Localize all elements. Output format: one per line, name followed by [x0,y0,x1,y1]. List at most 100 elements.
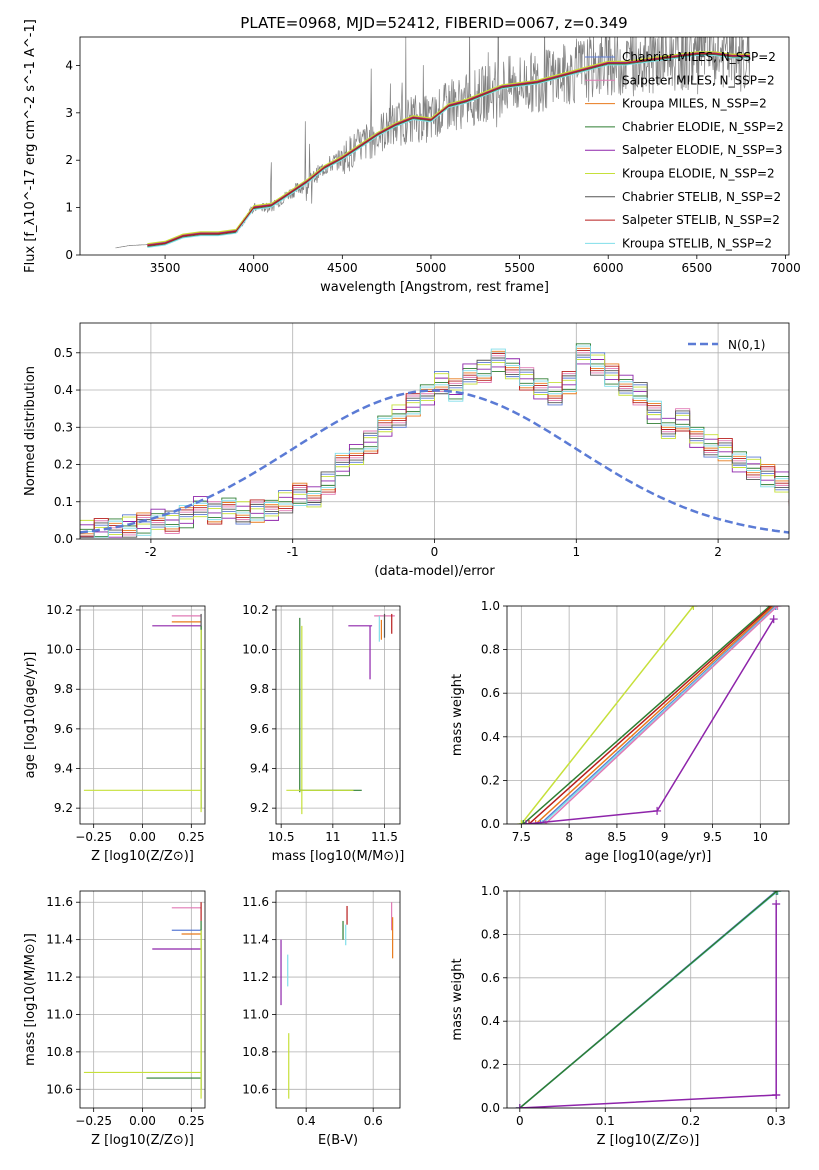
weight-marker-5-1 [772,606,781,610]
weight-marker-7-0 [522,820,531,824]
panels-group: 3500 4000 4500 5000 5500 6000 6500 7000 0 1 2 3 4 wav… [23,19,801,1148]
x-tick-label: 8.5 [607,830,626,844]
weight-marker-3-0 [531,820,540,824]
legend-entry-1: Salpeter MILES, N_SSP=2 [622,73,775,87]
x-axis-label: (data-model)/error [374,564,495,579]
legend-entry-4: Salpeter ELODIE, N_SSP=3 [622,143,783,157]
weight-line-0 [520,606,694,824]
x-tick-label: 0.4 [297,1114,316,1128]
y-tick-label: 11.2 [46,970,73,984]
legend-entry-0: Chabrier MILES, N_SSP=2 [622,50,776,64]
model-line-7 [147,53,750,246]
panel-residuals: -2 -1 0 1 2 0.0 0.1 0.2 0.3 0.4 0.5 (data-model)/er… [23,322,790,579]
y-axis-label: age [log10(age/yr)] [23,652,38,779]
plot-area-age-vs-Z [83,613,202,813]
x-tick-label: 11.5 [371,830,398,844]
y-tick-label: 0.2 [481,1058,500,1072]
hist-step-4 [80,358,789,539]
gaussian-reference [80,389,789,534]
legend-entry-8: Kroupa STELIB, N_SSP=2 [622,236,772,250]
plot-area-massweight-vs-Z [515,891,782,1108]
panel-mass-vs-Z: −0.25 0.00 0.25 10.6 10.8 11.0 11.2 11.4 11.6 Z [… [23,890,206,1148]
model-line-8 [147,55,750,248]
y-tick-label: 4 [65,58,73,72]
x-tick-label: 11 [325,830,340,844]
y-tick-label: 0 [65,248,73,262]
x-tick-label: 0.2 [681,1114,700,1128]
weight-marker-0-1 [772,891,781,895]
x-tick-label: 4500 [327,261,358,275]
y-tick-label: 9.4 [250,762,269,776]
x-tick-label: -1 [287,545,299,559]
y-tick-label: 1 [65,201,73,215]
y-tick-label: 9.2 [250,801,269,815]
weight-marker-3-3 [772,900,781,909]
x-axis-label: age [log10(age/yr)] [585,849,712,864]
x-tick-label: 7.5 [512,830,531,844]
plot-area-mass-vs-Z [83,902,202,1099]
y-tick-label: 0.0 [481,1101,500,1115]
y-tick-label: 10.2 [46,603,73,617]
weight-marker-7-1 [653,806,662,815]
y-tick-label: 10.8 [242,1045,269,1059]
legend-entry-reference: N(0,1) [728,338,765,352]
x-axis-label: E(B-V) [318,1133,358,1148]
x-tick-label: 0 [431,545,439,559]
panel-massweight-vs-Z: 0 0.1 0.2 0.3 0.0 0.2 0.4 0.6 0.8 1.0 Z [log10(Z/Z… [450,884,790,1148]
y-tick-label: 0.0 [481,817,500,831]
legend-entry-7: Salpeter STELIB, N_SSP=2 [622,213,780,227]
y-tick-label: 0.5 [54,346,73,360]
plot-area-spectrum [115,37,751,249]
y-axis-label: Flux [f_λ10^-17 erg cm^-2 s^-1 A^-1] [23,19,38,273]
y-tick-label: 9.6 [250,722,269,736]
weight-marker-2-1 [773,891,782,895]
y-tick-label: 0.3 [54,420,73,434]
x-tick-label: −0.25 [75,1114,112,1128]
x-tick-label: 9.5 [703,830,722,844]
x-axis-label: mass [log10(M/M⊙)] [272,849,405,864]
y-tick-label: 0.4 [481,730,500,744]
x-tick-label: 10 [753,830,768,844]
panel-age-vs-Z: −0.25 0.00 0.25 9.2 9.4 9.6 9.8 10.0 10.2 Z [log1… [23,603,206,864]
legend-entry-6: Chabrier STELIB, N_SSP=2 [622,190,781,204]
axes-frame [506,605,790,825]
y-tick-label: 0.6 [481,686,500,700]
weight-marker-7-2 [769,615,778,624]
panel-age-vs-mass: 10.5 11 11.5 9.2 9.4 9.6 9.8 10.0 10.2 mass [log1… [242,603,404,864]
y-tick-label: 3 [65,106,73,120]
weight-marker-0-1 [689,606,698,610]
panel-massweight-vs-age: 7.5 8 8.5 9 9.5 10 0.0 0.2 0.4 0.6 0.8 1.0 age [log1… [450,599,790,864]
plot-area-massweight-vs-age [517,606,782,824]
legend-entry-3: Chabrier ELODIE, N_SSP=2 [622,120,784,134]
y-tick-label: 11.6 [46,895,73,909]
x-tick-label: −0.25 [75,830,112,844]
y-tick-label: 10.6 [46,1082,73,1096]
y-tick-label: 11.4 [242,933,269,947]
weight-line-2 [528,606,773,824]
hist-step-8 [80,345,789,539]
weight-line-1 [522,606,771,824]
x-axis-label: Z [log10(Z/Z⊙)] [91,1133,194,1148]
x-tick-label: 6500 [682,261,713,275]
y-tick-label: 10.6 [242,1082,269,1096]
weight-marker-4-0 [536,820,545,824]
y-axis-label: mass weight [450,958,465,1040]
y-tick-label: 9.8 [54,682,73,696]
y-tick-label: 0.0 [54,532,73,546]
x-tick-label: 5000 [416,261,447,275]
x-tick-label: 0.00 [129,1114,156,1128]
weight-line-6 [544,606,779,824]
weight-marker-2-0 [524,820,533,824]
y-tick-label: 1.0 [481,599,500,613]
y-axis-label: mass [log10(M/M⊙)] [23,933,38,1066]
plot-area-mass-vs-ebv [280,902,394,1099]
weight-marker-1-1 [773,891,782,895]
weight-marker-5-0 [538,820,547,824]
y-axis-label: mass weight [450,674,465,756]
legend-entry-2: Kroupa MILES, N_SSP=2 [622,97,767,111]
y-tick-label: 10.8 [46,1045,73,1059]
weight-marker-3-0 [515,1104,524,1108]
axes-frame [506,890,790,1109]
x-tick-label: 7000 [770,261,801,275]
y-tick-label: 0.8 [481,927,500,941]
